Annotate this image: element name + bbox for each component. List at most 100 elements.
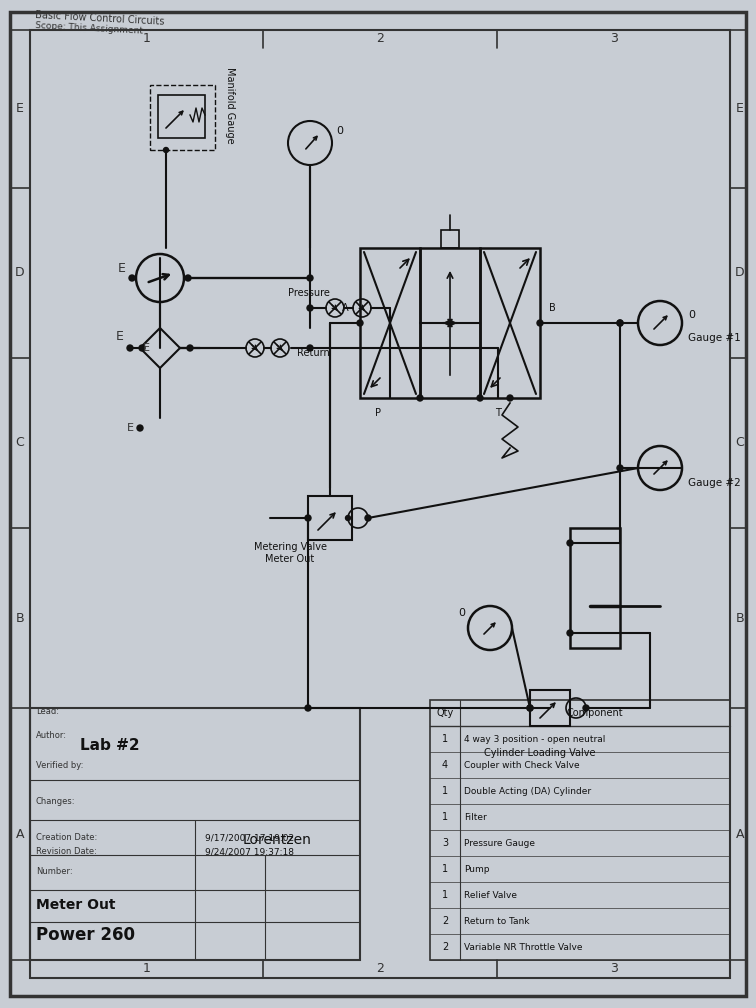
Circle shape [305,705,311,711]
Circle shape [185,275,191,281]
Bar [30,708,360,960]
Text: A: A [342,303,349,313]
Circle shape [163,147,169,152]
Circle shape [345,515,351,520]
Text: E: E [16,103,24,116]
Text: 1: 1 [442,890,448,900]
Text: P: P [375,408,381,418]
Circle shape [307,275,313,281]
Text: Lab #2: Lab #2 [80,738,140,753]
Text: 0: 0 [336,126,343,136]
Text: Variable NR Throttle Valve: Variable NR Throttle Valve [464,942,583,952]
Bar [420,248,480,398]
Circle shape [617,320,623,326]
Text: E: E [126,423,134,433]
Circle shape [507,395,513,401]
Text: D: D [735,266,745,279]
Text: 3: 3 [442,838,448,848]
Text: Pressure: Pressure [288,288,330,298]
Text: Pressure Gauge: Pressure Gauge [464,839,535,848]
Text: B: B [16,612,24,625]
Text: E: E [116,330,124,343]
Text: 1: 1 [442,812,448,822]
Text: Verified by:: Verified by: [36,760,83,769]
Text: 9/17/2007 17:19:02: 9/17/2007 17:19:02 [205,834,294,843]
Text: Relief Valve: Relief Valve [464,890,517,899]
Text: B: B [549,303,556,313]
Text: T: T [495,408,501,418]
Text: Changes:: Changes: [36,797,76,806]
Text: Creation Date:: Creation Date: [36,834,98,843]
Circle shape [139,345,145,351]
Circle shape [365,515,371,521]
Text: E: E [143,343,150,353]
Circle shape [567,630,573,636]
Circle shape [305,515,311,521]
Text: Metering Valve
Meter Out: Metering Valve Meter Out [253,542,327,563]
Text: 0: 0 [458,608,466,618]
Text: 4: 4 [442,760,448,770]
Text: Lorentzen: Lorentzen [243,833,311,847]
Text: 1: 1 [442,786,448,796]
Circle shape [567,540,573,546]
Circle shape [127,345,133,351]
Text: B: B [736,612,745,625]
Circle shape [527,705,533,711]
Text: 1: 1 [143,963,151,976]
Bar [158,95,205,138]
Bar [570,528,620,648]
Text: Lead:: Lead: [36,708,59,717]
Circle shape [583,705,589,711]
Text: Power 260: Power 260 [36,926,135,944]
Bar [308,496,352,540]
Text: E: E [736,103,744,116]
Text: Gauge #2: Gauge #2 [688,478,741,488]
Circle shape [617,465,623,471]
Text: A: A [736,828,744,841]
Text: 1: 1 [442,734,448,744]
Text: 1: 1 [143,32,151,45]
Text: 4 way 3 position - open neutral: 4 way 3 position - open neutral [464,735,606,744]
Text: 0: 0 [688,310,695,320]
Bar [360,248,420,398]
Circle shape [617,320,623,326]
Text: Basic Flow Control Circuits: Basic Flow Control Circuits [35,10,165,26]
Circle shape [527,705,533,711]
Circle shape [357,320,363,326]
Text: Return to Tank: Return to Tank [464,916,529,925]
Text: 2: 2 [376,963,384,976]
Text: Coupler with Check Valve: Coupler with Check Valve [464,760,580,769]
Text: 1: 1 [442,864,448,874]
Bar [441,230,459,248]
Text: Scope: This Assignment: Scope: This Assignment [35,21,143,35]
Text: 2: 2 [442,942,448,952]
Text: C: C [736,436,745,450]
Bar [530,690,570,726]
Text: Filter: Filter [464,812,487,822]
Circle shape [307,305,313,311]
Bar [150,85,215,150]
Text: Cylinder Loading Valve: Cylinder Loading Valve [485,748,596,758]
Text: E: E [118,261,126,274]
Circle shape [417,395,423,401]
Text: 2: 2 [376,32,384,45]
Circle shape [307,345,313,351]
Text: C: C [16,436,24,450]
Text: 3: 3 [610,963,618,976]
Text: Author:: Author: [36,731,67,740]
Circle shape [477,395,483,401]
Text: Qty: Qty [436,708,454,718]
Text: Gauge #1: Gauge #1 [688,333,741,343]
Text: A: A [16,828,24,841]
Text: Double Acting (DA) Cylinder: Double Acting (DA) Cylinder [464,786,591,795]
Text: Pump: Pump [464,865,489,874]
Text: Meter Out: Meter Out [36,898,116,912]
Circle shape [129,275,135,281]
Text: Revision Date:: Revision Date: [36,848,97,857]
Text: 3: 3 [610,32,618,45]
Text: D: D [15,266,25,279]
Bar [480,248,540,398]
Text: Number:: Number: [36,868,73,877]
Text: Component: Component [567,708,623,718]
Text: 2: 2 [442,916,448,926]
